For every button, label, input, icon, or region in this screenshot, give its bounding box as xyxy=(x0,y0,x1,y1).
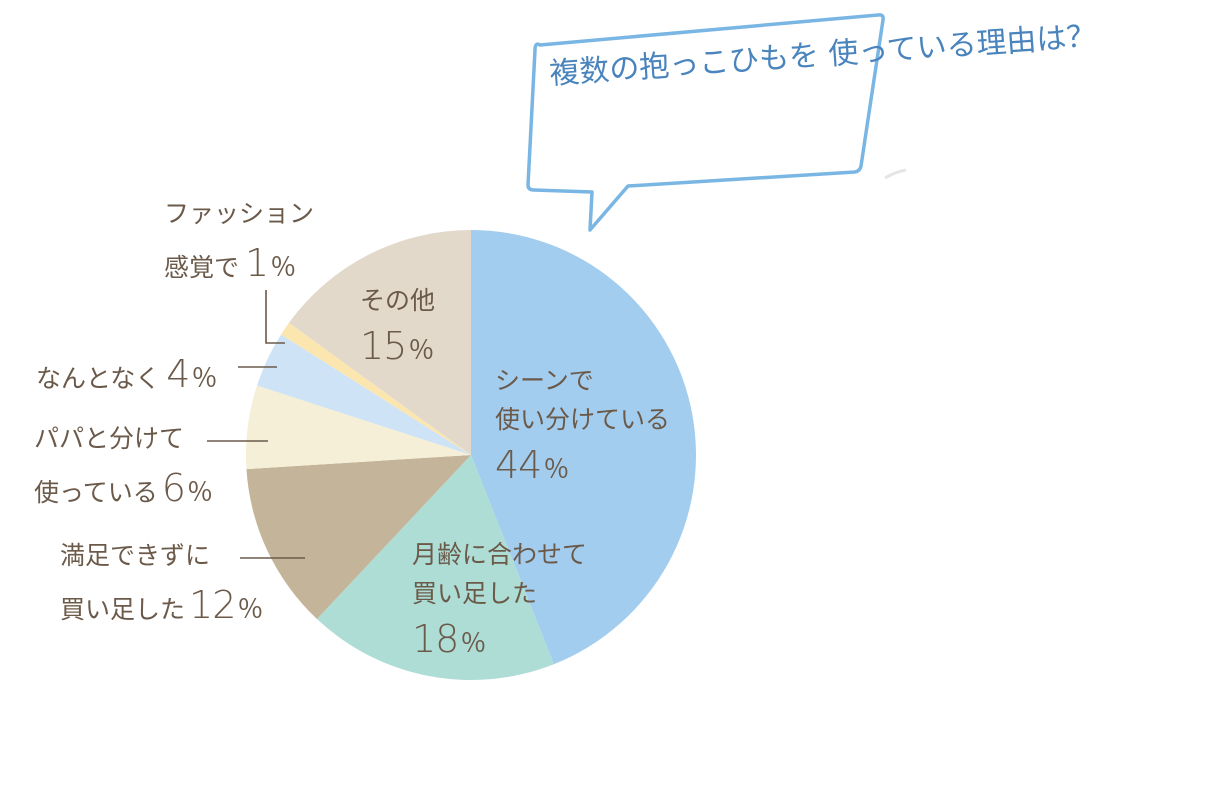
pie-slice-6 xyxy=(288,230,471,455)
label-papa-line1: パパと分けて xyxy=(34,424,185,453)
label-fashion-value: 1 xyxy=(245,240,269,285)
pie-slice-3 xyxy=(246,385,471,470)
label-age: 月齢に合わせて 買い足した 18％ xyxy=(412,536,587,668)
label-fashion-line2: 感覚で xyxy=(164,252,240,282)
label-fashion: ファッション 感覚で 1％ xyxy=(164,195,314,293)
label-scene-value: 44 xyxy=(495,442,542,487)
label-papa-unit: ％ xyxy=(186,477,213,508)
label-nantonaku: なんとなく 4％ xyxy=(36,345,217,404)
pie-slice-5 xyxy=(281,322,471,455)
label-other-line1: その他 xyxy=(360,286,436,315)
pie-slice-0 xyxy=(471,230,697,665)
label-fashion-unit: ％ xyxy=(270,252,297,283)
label-fashion-line1: ファッション xyxy=(164,199,315,228)
label-scene: シーンで 使い分けている 44％ xyxy=(495,362,670,494)
label-unsatisfied-line1: 満足できずに xyxy=(60,541,211,570)
label-age-unit: ％ xyxy=(460,628,487,659)
label-unsatisfied-value: 12 xyxy=(189,582,236,627)
pie-slice-1 xyxy=(316,455,554,680)
label-age-line2: 買い足した xyxy=(412,578,538,608)
label-other: その他 15％ xyxy=(360,282,435,376)
label-unsatisfied: 満足できずに 買い足した 12％ xyxy=(60,537,263,635)
label-scene-line1: シーンで xyxy=(495,366,594,395)
label-age-value: 18 xyxy=(412,616,459,661)
speech-bubble xyxy=(526,13,885,232)
pie-slices xyxy=(246,230,697,680)
label-other-value: 15 xyxy=(360,323,407,368)
label-papa-value: 6 xyxy=(161,465,186,510)
label-scene-unit: ％ xyxy=(543,454,570,485)
leader-lines xyxy=(207,290,305,559)
leader-line-fashion xyxy=(265,290,285,344)
label-nantonaku-unit: ％ xyxy=(191,364,218,394)
label-scene-line2: 使い分けている xyxy=(495,404,671,434)
decorative-swoosh xyxy=(884,168,907,180)
label-papa: パパと分けて 使っている 6％ xyxy=(34,420,213,518)
label-nantonaku-value: 4 xyxy=(166,352,190,396)
pie-slice-2 xyxy=(246,455,471,620)
label-other-unit: ％ xyxy=(408,335,435,366)
label-unsatisfied-line2: 買い足した xyxy=(60,594,186,624)
pie-slice-4 xyxy=(257,334,471,455)
label-nantonaku-line1: なんとなく xyxy=(36,364,161,393)
label-papa-line2: 使っている xyxy=(34,477,158,507)
label-age-line1: 月齢に合わせて xyxy=(412,540,588,569)
label-unsatisfied-unit: ％ xyxy=(237,594,264,625)
